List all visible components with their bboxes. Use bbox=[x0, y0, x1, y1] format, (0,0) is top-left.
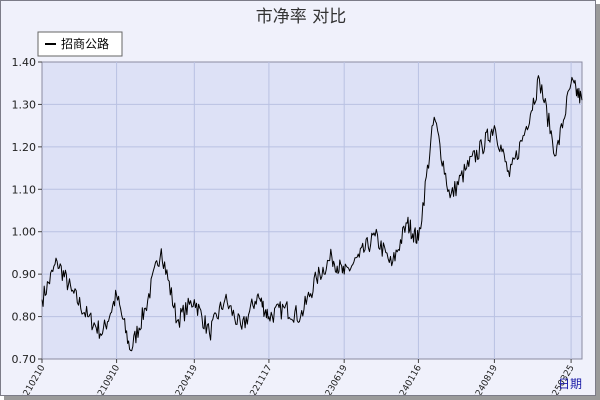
chart-title: 市净率 对比 bbox=[256, 7, 346, 27]
y-tick-label: 0.90 bbox=[12, 268, 37, 281]
y-axis: 0.70 0.80 0.90 1.00 1.10 1.20 1.30 1.40 bbox=[12, 56, 42, 366]
x-axis-label: 日期 bbox=[558, 377, 582, 391]
y-tick-label: 1.20 bbox=[12, 141, 37, 154]
y-tick-label: 1.40 bbox=[12, 56, 37, 69]
chart-canvas: 市净率 对比 0.700.800.901.001.101.201.301.40 … bbox=[12, 7, 583, 395]
y-tick-label: 0.80 bbox=[12, 311, 37, 324]
legend: 招商公路 bbox=[37, 31, 123, 57]
x-tick-label: 20210910 bbox=[91, 363, 123, 395]
series-line bbox=[41, 75, 583, 352]
x-tick-label: 20220419 bbox=[168, 363, 200, 395]
x-tick-label: 20230619 bbox=[318, 363, 350, 395]
legend-entry-label: 招商公路 bbox=[61, 36, 109, 51]
x-tick-label: 20240116 bbox=[392, 363, 424, 395]
x-tick-label: 20240819 bbox=[468, 363, 500, 395]
series-layer bbox=[41, 75, 583, 352]
plot-area bbox=[41, 61, 583, 360]
y-tick-label: 1.10 bbox=[12, 183, 37, 196]
y-tick-label: 1.30 bbox=[12, 98, 37, 111]
x-tick-label: 20210210 bbox=[16, 363, 48, 395]
grid-lines bbox=[42, 62, 582, 359]
x-tick-label: 20221117 bbox=[243, 364, 275, 396]
y-tick-label: 1.00 bbox=[12, 226, 37, 239]
x-axis: 20210210 20210910 20220419 20221117 20230619… bbox=[16, 359, 577, 395]
y-tick-label: 0.70 bbox=[12, 353, 37, 366]
